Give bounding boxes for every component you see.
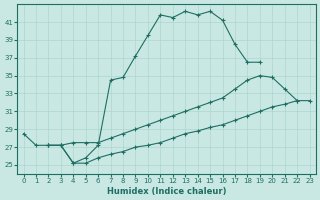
X-axis label: Humidex (Indice chaleur): Humidex (Indice chaleur) <box>107 187 226 196</box>
